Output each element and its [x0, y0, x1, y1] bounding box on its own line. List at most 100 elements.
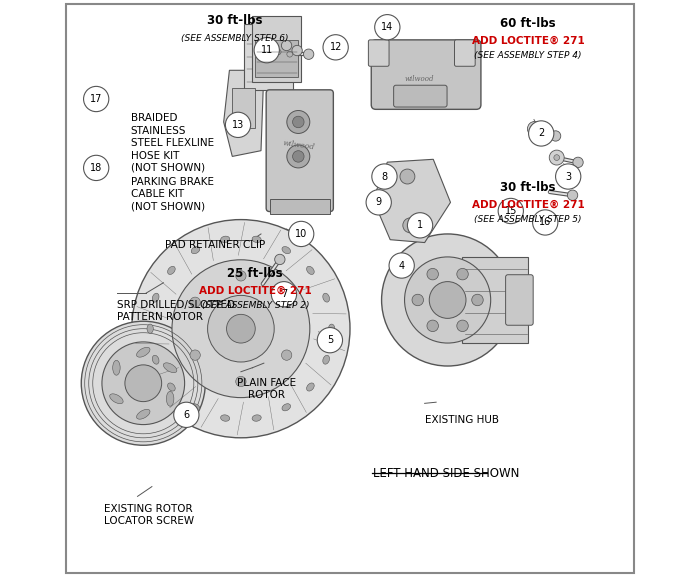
FancyBboxPatch shape — [256, 40, 298, 77]
Text: 9: 9 — [376, 197, 382, 207]
Text: 5: 5 — [327, 335, 333, 345]
Polygon shape — [224, 70, 264, 156]
Circle shape — [402, 218, 418, 233]
Circle shape — [407, 213, 433, 238]
Polygon shape — [373, 159, 451, 242]
Circle shape — [287, 51, 293, 57]
Circle shape — [528, 121, 554, 146]
Circle shape — [292, 46, 302, 56]
Circle shape — [554, 155, 559, 160]
Text: 12: 12 — [330, 42, 342, 53]
Circle shape — [527, 121, 542, 136]
Circle shape — [457, 320, 468, 332]
Circle shape — [293, 151, 304, 162]
Circle shape — [225, 112, 251, 137]
Text: 2: 2 — [538, 129, 545, 138]
Text: 6: 6 — [183, 410, 190, 420]
Circle shape — [405, 257, 491, 343]
Ellipse shape — [191, 404, 200, 411]
Text: 17: 17 — [90, 94, 102, 104]
Text: 3: 3 — [565, 171, 571, 182]
Circle shape — [472, 294, 483, 306]
Text: ADD LOCTITE® 271: ADD LOCTITE® 271 — [199, 286, 312, 295]
Circle shape — [190, 350, 200, 360]
Circle shape — [533, 210, 558, 235]
Text: (SEE ASSEMBLY STEP 4): (SEE ASSEMBLY STEP 4) — [475, 51, 582, 60]
Text: 16: 16 — [539, 218, 552, 227]
Circle shape — [254, 38, 279, 63]
Circle shape — [372, 164, 397, 189]
Circle shape — [102, 342, 185, 425]
Text: PLAIN FACE
ROTOR: PLAIN FACE ROTOR — [237, 377, 296, 400]
Circle shape — [271, 44, 286, 59]
Circle shape — [287, 110, 310, 133]
Circle shape — [532, 126, 538, 132]
Ellipse shape — [136, 409, 150, 419]
Circle shape — [172, 260, 310, 398]
Circle shape — [83, 155, 108, 181]
Circle shape — [83, 87, 108, 111]
Ellipse shape — [147, 324, 153, 334]
Circle shape — [282, 47, 298, 62]
Circle shape — [498, 198, 524, 224]
FancyBboxPatch shape — [505, 275, 533, 325]
Ellipse shape — [113, 360, 120, 375]
Text: 14: 14 — [382, 23, 393, 32]
Circle shape — [281, 350, 292, 360]
Ellipse shape — [323, 293, 330, 302]
Text: 18: 18 — [90, 163, 102, 173]
Ellipse shape — [220, 236, 230, 242]
Circle shape — [568, 190, 578, 200]
Circle shape — [81, 321, 205, 445]
Ellipse shape — [167, 267, 175, 275]
Text: BRAIDED
STAINLESS
STEEL FLEXLINE
HOSE KIT
(NOT SHOWN): BRAIDED STAINLESS STEEL FLEXLINE HOSE KI… — [131, 113, 214, 173]
Ellipse shape — [220, 415, 230, 421]
Ellipse shape — [323, 355, 330, 364]
Circle shape — [366, 190, 391, 215]
Text: ADD LOCTITE® 271: ADD LOCTITE® 271 — [472, 199, 584, 209]
Circle shape — [573, 157, 583, 167]
Text: (SEE ASSEMBLY STEP 5): (SEE ASSEMBLY STEP 5) — [475, 215, 582, 224]
Text: SRP DRILLED/SLOTTED
PATTERN ROTOR: SRP DRILLED/SLOTTED PATTERN ROTOR — [118, 300, 235, 323]
FancyBboxPatch shape — [266, 90, 333, 212]
Circle shape — [550, 131, 561, 141]
FancyBboxPatch shape — [371, 40, 481, 110]
Ellipse shape — [282, 246, 290, 254]
Text: (SEE ASSEMBLY STEP 2): (SEE ASSEMBLY STEP 2) — [202, 301, 309, 310]
Ellipse shape — [110, 394, 123, 404]
Ellipse shape — [153, 355, 159, 364]
Ellipse shape — [282, 404, 290, 411]
Text: EXISTING HUB: EXISTING HUB — [425, 415, 498, 425]
Ellipse shape — [307, 383, 314, 391]
Circle shape — [236, 271, 246, 281]
Ellipse shape — [163, 363, 177, 373]
Ellipse shape — [167, 391, 174, 406]
Circle shape — [457, 268, 468, 280]
Text: 8: 8 — [382, 171, 388, 182]
Circle shape — [317, 328, 342, 353]
Circle shape — [550, 150, 564, 165]
FancyBboxPatch shape — [232, 88, 256, 128]
Circle shape — [556, 164, 581, 189]
Circle shape — [275, 49, 281, 55]
Text: 30 ft-lbs: 30 ft-lbs — [207, 14, 263, 27]
Circle shape — [382, 234, 514, 366]
Text: 25 ft-lbs: 25 ft-lbs — [228, 267, 283, 280]
Text: 10: 10 — [295, 229, 307, 239]
Text: 1: 1 — [417, 220, 423, 230]
Text: EXISTING ROTOR
LOCATOR SCREW: EXISTING ROTOR LOCATOR SCREW — [104, 504, 195, 526]
Circle shape — [227, 314, 256, 343]
Circle shape — [288, 222, 314, 246]
Circle shape — [323, 35, 349, 60]
Circle shape — [293, 116, 304, 128]
Circle shape — [281, 40, 292, 51]
Ellipse shape — [167, 383, 175, 391]
Circle shape — [389, 253, 414, 278]
Circle shape — [287, 145, 310, 168]
Text: PARKING BRAKE
CABLE KIT
(NOT SHOWN): PARKING BRAKE CABLE KIT (NOT SHOWN) — [131, 177, 214, 211]
FancyBboxPatch shape — [270, 200, 330, 214]
Text: wilwood: wilwood — [282, 138, 315, 151]
Circle shape — [281, 297, 292, 308]
Circle shape — [265, 46, 272, 51]
FancyBboxPatch shape — [454, 40, 475, 66]
